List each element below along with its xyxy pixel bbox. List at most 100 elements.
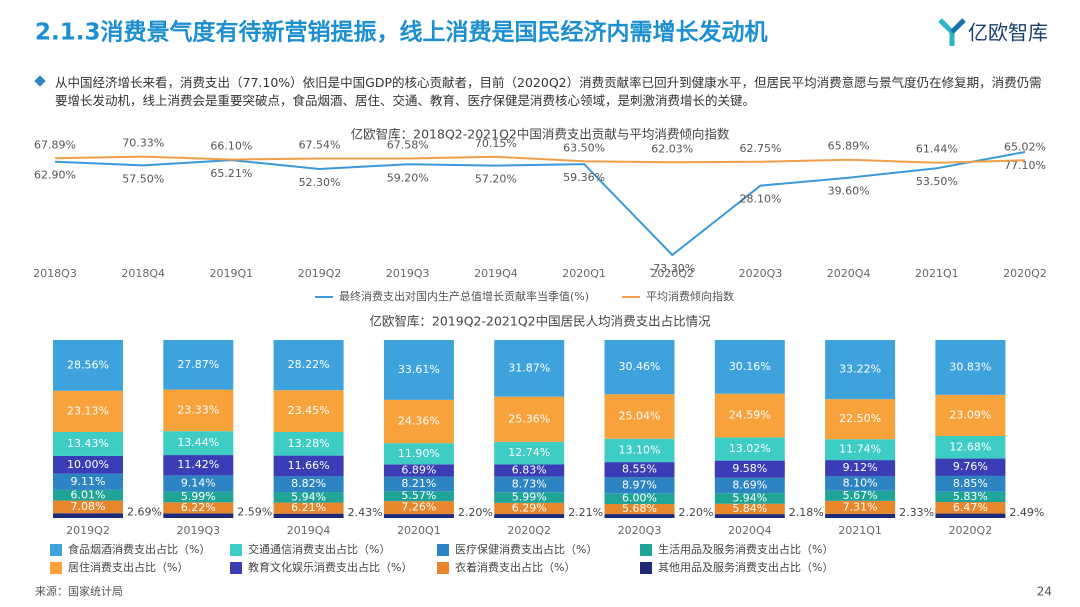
legend-swatch <box>437 544 449 556</box>
data-label: 25.36% <box>508 412 550 425</box>
data-label: 27.87% <box>177 358 219 371</box>
data-label: 30.16% <box>729 360 771 373</box>
bar-segment <box>935 491 1006 503</box>
bar-segment <box>53 500 123 514</box>
data-label: 13.10% <box>619 443 661 456</box>
chart-title: 亿欧智库：2018Q2-2021Q2中国消费支出贡献与平均消费倾向指数 <box>351 127 730 142</box>
data-label: 8.55% <box>622 463 657 476</box>
data-label: 8.85% <box>953 477 988 490</box>
data-label: 5.83% <box>953 490 988 503</box>
data-label: 66.10% <box>210 140 252 153</box>
data-label: 57.20% <box>475 173 517 186</box>
bar-segment <box>714 340 785 394</box>
legend-swatch <box>50 562 62 574</box>
bar-segment <box>604 394 675 439</box>
bar-segment <box>714 437 785 461</box>
bar-segment <box>714 460 785 478</box>
x-tick-label: 2020Q2 <box>949 524 993 537</box>
bar-segment <box>163 340 234 390</box>
data-label: 5.99% <box>512 491 547 504</box>
data-label: 7.08% <box>71 500 106 513</box>
data-label: 28.10% <box>739 193 781 206</box>
data-label: 5.57% <box>401 489 436 502</box>
legend-swatch <box>50 544 62 556</box>
data-label: 31.87% <box>508 361 550 374</box>
data-label: 6.00% <box>622 492 657 505</box>
chart-title: 亿欧智库：2019Q2-2021Q2中国居民人均消费支出占比情况 <box>369 314 711 329</box>
data-label: 6.22% <box>181 501 216 514</box>
legend-label: 其他用品及服务消费支出占比（%） <box>658 560 833 574</box>
data-label: 62.90% <box>34 169 76 182</box>
legend-label: 平均消费倾向指数 <box>646 289 734 303</box>
bar-segment <box>383 514 454 518</box>
x-tick-label: 2020Q2 <box>1003 267 1047 280</box>
data-label: 28.56% <box>67 358 109 371</box>
data-label: 67.89% <box>34 138 76 151</box>
data-label: 12.68% <box>949 440 991 453</box>
bar-segment <box>53 390 123 432</box>
legend-swatch <box>230 544 242 556</box>
data-label: 5.99% <box>181 490 216 503</box>
data-label: 63.50% <box>563 141 605 154</box>
data-label: 23.13% <box>67 404 109 417</box>
data-label: 11.90% <box>398 447 440 460</box>
data-label: 25.04% <box>619 410 661 423</box>
data-label: 11.74% <box>839 443 881 456</box>
data-label: 2.43% <box>348 506 383 519</box>
bar-segment <box>494 464 565 477</box>
bar-segment <box>825 439 896 461</box>
bullet-text: 从中国经济增长来看，消费支出（77.10%）依旧是中国GDP的核心贡献者，目前（… <box>55 75 1042 108</box>
bar-segment <box>714 393 785 438</box>
data-label: 59.20% <box>387 171 429 184</box>
legend-label: 居住消费支出占比（%） <box>68 560 188 574</box>
x-tick-label: 2020Q1 <box>397 524 441 537</box>
legend-label: 医疗保健消费支出占比（%） <box>455 542 597 556</box>
bar-segment <box>494 396 565 442</box>
data-label: 23.45% <box>288 404 330 417</box>
bar-segment <box>383 491 454 502</box>
bar-segment <box>935 394 1006 436</box>
bar-segment <box>494 502 565 515</box>
bar-segment <box>604 503 675 515</box>
x-tick-label: 2020Q2 <box>650 267 694 280</box>
data-label: 59.36% <box>563 171 605 184</box>
legend-label: 交通通信消费支出占比（%） <box>248 542 390 556</box>
data-label: 28.22% <box>288 358 330 371</box>
bar-segment <box>935 513 1006 518</box>
logo-icon <box>938 18 966 46</box>
x-tick-label: 2019Q4 <box>287 524 331 537</box>
bar-segment <box>163 513 234 518</box>
data-label: 5.68% <box>622 502 657 515</box>
bar-segment <box>53 489 123 501</box>
data-label: 13.02% <box>729 442 771 455</box>
data-label: 62.75% <box>739 142 781 155</box>
bar-segment <box>935 435 1006 459</box>
bar-segment <box>604 340 675 395</box>
x-tick-label: 2020Q3 <box>739 267 783 280</box>
bar-segment <box>714 514 785 518</box>
data-label: 13.28% <box>288 437 330 450</box>
data-label: 5.84% <box>732 502 767 515</box>
data-label: 24.59% <box>729 409 771 422</box>
bar-segment <box>163 502 234 514</box>
legend-swatch <box>437 562 449 574</box>
bar-segment <box>273 339 344 391</box>
data-label: 2.20% <box>458 506 493 519</box>
bar-segment <box>825 500 896 514</box>
bar-segment <box>494 492 565 503</box>
data-label: 12.74% <box>508 446 550 459</box>
data-label: 33.61% <box>398 363 440 376</box>
bar-segment <box>604 462 675 478</box>
bar-segment <box>494 514 565 518</box>
bar-segment <box>604 493 675 504</box>
data-label: 9.12% <box>843 461 878 474</box>
data-label: 9.14% <box>181 477 216 490</box>
x-tick-label: 2019Q3 <box>176 524 220 537</box>
x-tick-label: 2021Q1 <box>915 267 959 280</box>
data-label: -73.30% <box>649 262 695 275</box>
data-label: 70.15% <box>475 137 517 150</box>
data-label: 6.83% <box>512 464 547 477</box>
data-label: 30.46% <box>619 360 661 373</box>
legend-swatch <box>230 562 242 574</box>
x-tick-label: 2020Q4 <box>827 267 871 280</box>
